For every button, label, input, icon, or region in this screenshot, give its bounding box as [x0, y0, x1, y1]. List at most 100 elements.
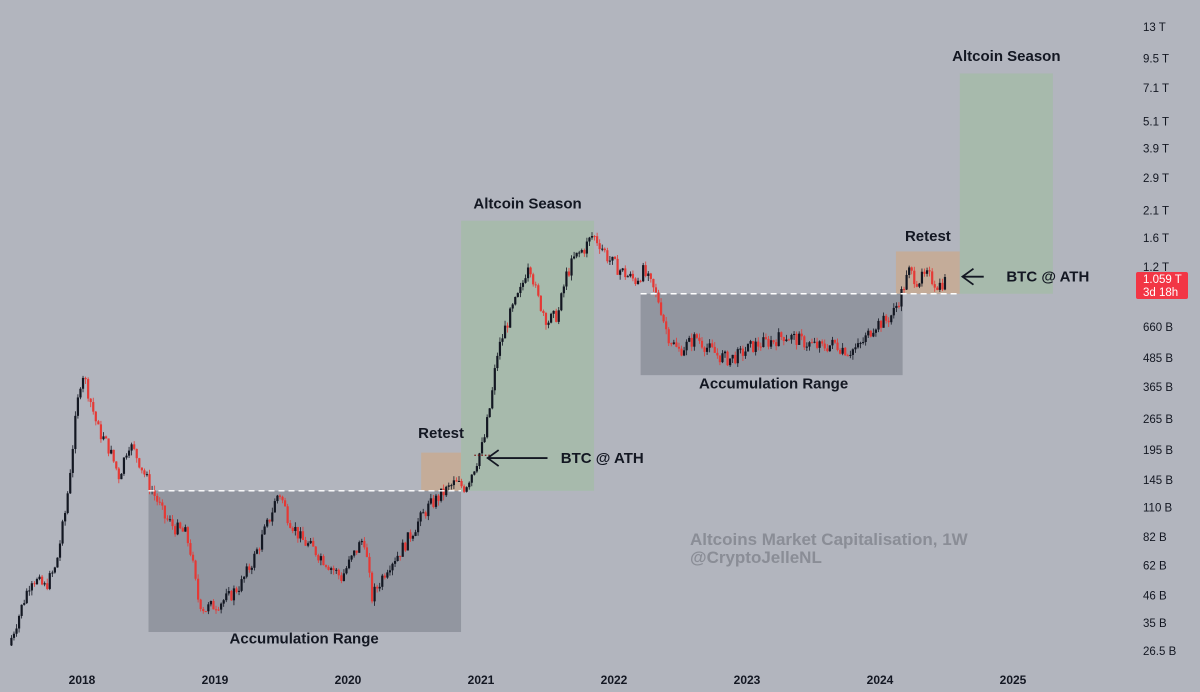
- candle-351: [905, 270, 908, 291]
- candle-body: [58, 543, 62, 558]
- candle-body: [204, 611, 207, 613]
- candle-105: [276, 494, 279, 504]
- candle-body: [383, 575, 386, 578]
- candle-20: [58, 540, 62, 561]
- candle-body: [429, 498, 432, 504]
- candle-194: [503, 320, 507, 339]
- candle-330: [851, 348, 854, 360]
- candle-139: [363, 537, 366, 550]
- candle-349: [900, 286, 903, 312]
- candle-body: [212, 601, 215, 610]
- candle-body: [542, 310, 545, 313]
- candle-body: [808, 342, 811, 347]
- candle-144: [376, 584, 379, 593]
- candle-body: [931, 271, 934, 285]
- candle-body: [631, 273, 635, 279]
- candle-134: [350, 555, 353, 562]
- candle-28: [79, 387, 82, 400]
- candle-191: [496, 352, 499, 372]
- candle-70: [186, 526, 189, 547]
- candle-172: [447, 482, 450, 491]
- candle-206: [534, 281, 537, 288]
- candle-224: [580, 248, 583, 254]
- candle-255: [659, 298, 663, 316]
- candle-body: [463, 486, 466, 492]
- candle-364: [938, 278, 941, 293]
- candle-254: [657, 289, 660, 304]
- candle-body: [918, 283, 921, 287]
- candle-126: [330, 566, 333, 575]
- candle-108: [283, 497, 287, 507]
- candle-body: [465, 487, 468, 492]
- candle-body: [923, 271, 926, 274]
- candle-153: [399, 555, 402, 561]
- x-tick-label-2: 2019: [202, 673, 229, 687]
- candle-body: [416, 521, 420, 533]
- candle-339: [874, 328, 878, 337]
- candle-body: [61, 521, 64, 544]
- candle-6: [23, 599, 26, 606]
- candle-body: [524, 278, 527, 283]
- candle-97: [255, 547, 259, 555]
- candle-body: [644, 265, 647, 276]
- candle-body: [422, 512, 425, 514]
- candle-body: [613, 256, 617, 259]
- candle-body: [411, 535, 415, 539]
- candle-193: [501, 334, 504, 346]
- candle-125: [327, 565, 330, 571]
- candle-body: [370, 572, 374, 602]
- candle-287: [741, 345, 745, 362]
- candle-body: [478, 453, 481, 467]
- watermark: Altcoins Market Capitalisation, 1W @Cryp…: [690, 530, 969, 567]
- y-tick-label-1: 13 T: [1143, 22, 1166, 34]
- candle-body: [353, 550, 356, 556]
- candle-body: [752, 341, 755, 352]
- candle-94: [248, 563, 251, 573]
- candle-body: [647, 273, 650, 276]
- candle-body: [335, 569, 338, 571]
- candle-150: [391, 562, 394, 576]
- y-tick-label-12: 365 B: [1143, 382, 1173, 394]
- candle-body: [23, 603, 26, 605]
- candle-44: [120, 473, 123, 480]
- candle-315: [813, 337, 816, 344]
- candle-body: [629, 273, 632, 277]
- candle-119: [312, 537, 315, 547]
- candle-100: [263, 524, 266, 535]
- candle-117: [307, 541, 310, 548]
- accumulation-zone-4: [640, 293, 903, 376]
- candle-body: [43, 583, 46, 585]
- candle-73: [194, 559, 197, 581]
- candle-body: [342, 573, 346, 581]
- y-tick-label-10: 660 B: [1143, 322, 1173, 334]
- candle-body: [713, 346, 716, 353]
- candle-328: [846, 353, 849, 357]
- candle-body: [721, 353, 724, 363]
- candle-body: [862, 342, 865, 344]
- candle-body: [360, 540, 363, 543]
- candle-body: [570, 258, 573, 276]
- candle-306: [790, 333, 793, 344]
- candle-body: [202, 608, 205, 612]
- candle-66: [176, 519, 179, 536]
- candle-251: [649, 272, 652, 283]
- candle-313: [808, 341, 811, 351]
- y-tick-label-2: 9.5 T: [1143, 54, 1169, 66]
- candle-141: [368, 552, 371, 578]
- candle-30: [84, 376, 87, 385]
- candle-360: [928, 266, 931, 277]
- candle-292: [754, 337, 757, 356]
- candle-body: [598, 243, 601, 250]
- btc-ath-label-8: BTC @ ATH: [1006, 269, 1089, 286]
- candle-body: [460, 480, 463, 487]
- y-tick-label-18: 62 B: [1143, 560, 1167, 572]
- candle-259: [670, 342, 673, 347]
- candle-210: [544, 311, 548, 330]
- candle-353: [910, 266, 913, 275]
- candle-300: [775, 339, 778, 351]
- candle-body: [649, 273, 652, 279]
- candle-277: [716, 348, 719, 359]
- candle-body: [634, 278, 637, 285]
- candle-body: [767, 338, 770, 347]
- candle-body: [391, 563, 394, 571]
